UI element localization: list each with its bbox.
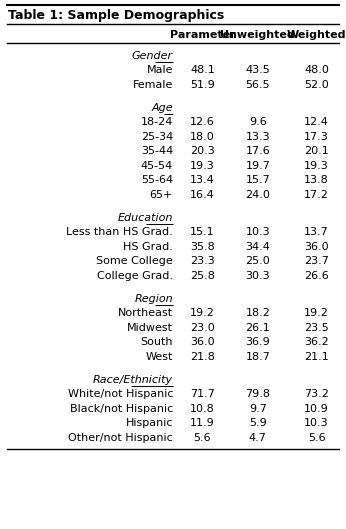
Text: Age: Age: [152, 103, 173, 113]
Text: 26.6: 26.6: [304, 270, 329, 280]
Text: 19.2: 19.2: [304, 308, 329, 318]
Text: 65+: 65+: [149, 189, 173, 199]
Text: Black/not Hispanic: Black/not Hispanic: [70, 404, 173, 414]
Text: 73.2: 73.2: [304, 389, 329, 399]
Text: Weighted: Weighted: [287, 30, 346, 40]
Text: 56.5: 56.5: [245, 79, 270, 89]
Text: Gender: Gender: [132, 51, 173, 60]
Text: 36.0: 36.0: [190, 337, 215, 347]
Text: 23.3: 23.3: [190, 256, 215, 266]
Text: 30.3: 30.3: [245, 270, 270, 280]
Text: 12.4: 12.4: [304, 117, 329, 127]
Text: 52.0: 52.0: [304, 79, 329, 89]
Text: College Grad.: College Grad.: [97, 270, 173, 280]
Text: 13.8: 13.8: [304, 175, 329, 185]
Text: 36.2: 36.2: [304, 337, 329, 347]
Text: 11.9: 11.9: [190, 418, 215, 428]
Text: Female: Female: [133, 79, 173, 89]
Text: 17.2: 17.2: [304, 189, 329, 199]
Text: 10.9: 10.9: [304, 404, 329, 414]
Text: Education: Education: [118, 213, 173, 223]
Text: 5.6: 5.6: [194, 433, 211, 443]
Text: Less than HS Grad.: Less than HS Grad.: [66, 227, 173, 237]
Text: 25.0: 25.0: [245, 256, 270, 266]
Text: 43.5: 43.5: [245, 65, 270, 75]
Text: Male: Male: [146, 65, 173, 75]
Text: 17.6: 17.6: [245, 146, 270, 156]
Text: 15.7: 15.7: [245, 175, 270, 185]
Text: Table 1: Sample Demographics: Table 1: Sample Demographics: [8, 8, 224, 22]
Text: 36.9: 36.9: [245, 337, 270, 347]
Text: 24.0: 24.0: [245, 189, 270, 199]
Text: 16.4: 16.4: [190, 189, 215, 199]
Text: 18.7: 18.7: [245, 352, 270, 361]
Text: 20.1: 20.1: [304, 146, 329, 156]
Text: West: West: [146, 352, 173, 361]
Text: 79.8: 79.8: [245, 389, 270, 399]
Text: 13.4: 13.4: [190, 175, 215, 185]
Text: 18-24: 18-24: [140, 117, 173, 127]
Text: HS Grad.: HS Grad.: [123, 242, 173, 252]
Text: 21.8: 21.8: [190, 352, 215, 361]
Text: 35-44: 35-44: [141, 146, 173, 156]
Text: 15.1: 15.1: [190, 227, 215, 237]
Text: 19.7: 19.7: [245, 160, 270, 170]
Text: 19.2: 19.2: [190, 308, 215, 318]
Text: Region: Region: [134, 294, 173, 304]
Text: 19.3: 19.3: [190, 160, 215, 170]
Text: 23.7: 23.7: [304, 256, 329, 266]
Text: 34.4: 34.4: [245, 242, 270, 252]
Text: 12.6: 12.6: [190, 117, 215, 127]
Text: 26.1: 26.1: [245, 323, 270, 333]
Text: Northeast: Northeast: [118, 308, 173, 318]
Text: 9.7: 9.7: [249, 404, 267, 414]
Text: 18.0: 18.0: [190, 132, 215, 142]
Text: 10.3: 10.3: [245, 227, 270, 237]
Text: 19.3: 19.3: [304, 160, 329, 170]
Text: 4.7: 4.7: [249, 433, 267, 443]
Text: 5.9: 5.9: [249, 418, 267, 428]
Text: 13.7: 13.7: [304, 227, 329, 237]
Text: 48.0: 48.0: [304, 65, 329, 75]
Text: 10.3: 10.3: [304, 418, 329, 428]
Text: 51.9: 51.9: [190, 79, 215, 89]
Text: 25.8: 25.8: [190, 270, 215, 280]
Text: Parameter: Parameter: [170, 30, 235, 40]
Text: South: South: [140, 337, 173, 347]
Text: 20.3: 20.3: [190, 146, 215, 156]
Text: Race/Ethnicity: Race/Ethnicity: [93, 375, 173, 385]
Text: 5.6: 5.6: [308, 433, 325, 443]
Text: 9.6: 9.6: [249, 117, 267, 127]
Text: 18.2: 18.2: [245, 308, 270, 318]
Text: 13.3: 13.3: [245, 132, 270, 142]
Text: Some College: Some College: [96, 256, 173, 266]
Text: White/not Hispanic: White/not Hispanic: [67, 389, 173, 399]
Text: 71.7: 71.7: [190, 389, 215, 399]
Text: Midwest: Midwest: [127, 323, 173, 333]
Text: Hispanic: Hispanic: [126, 418, 173, 428]
Text: 25-34: 25-34: [141, 132, 173, 142]
Text: 23.5: 23.5: [304, 323, 329, 333]
Text: 45-54: 45-54: [141, 160, 173, 170]
Text: 23.0: 23.0: [190, 323, 215, 333]
Text: 17.3: 17.3: [304, 132, 329, 142]
Text: 35.8: 35.8: [190, 242, 215, 252]
Text: 36.0: 36.0: [304, 242, 329, 252]
Text: 48.1: 48.1: [190, 65, 215, 75]
Text: 10.8: 10.8: [190, 404, 215, 414]
Text: Unweighted: Unweighted: [220, 30, 295, 40]
Text: 55-64: 55-64: [141, 175, 173, 185]
Text: Other/not Hispanic: Other/not Hispanic: [68, 433, 173, 443]
Text: 21.1: 21.1: [304, 352, 329, 361]
